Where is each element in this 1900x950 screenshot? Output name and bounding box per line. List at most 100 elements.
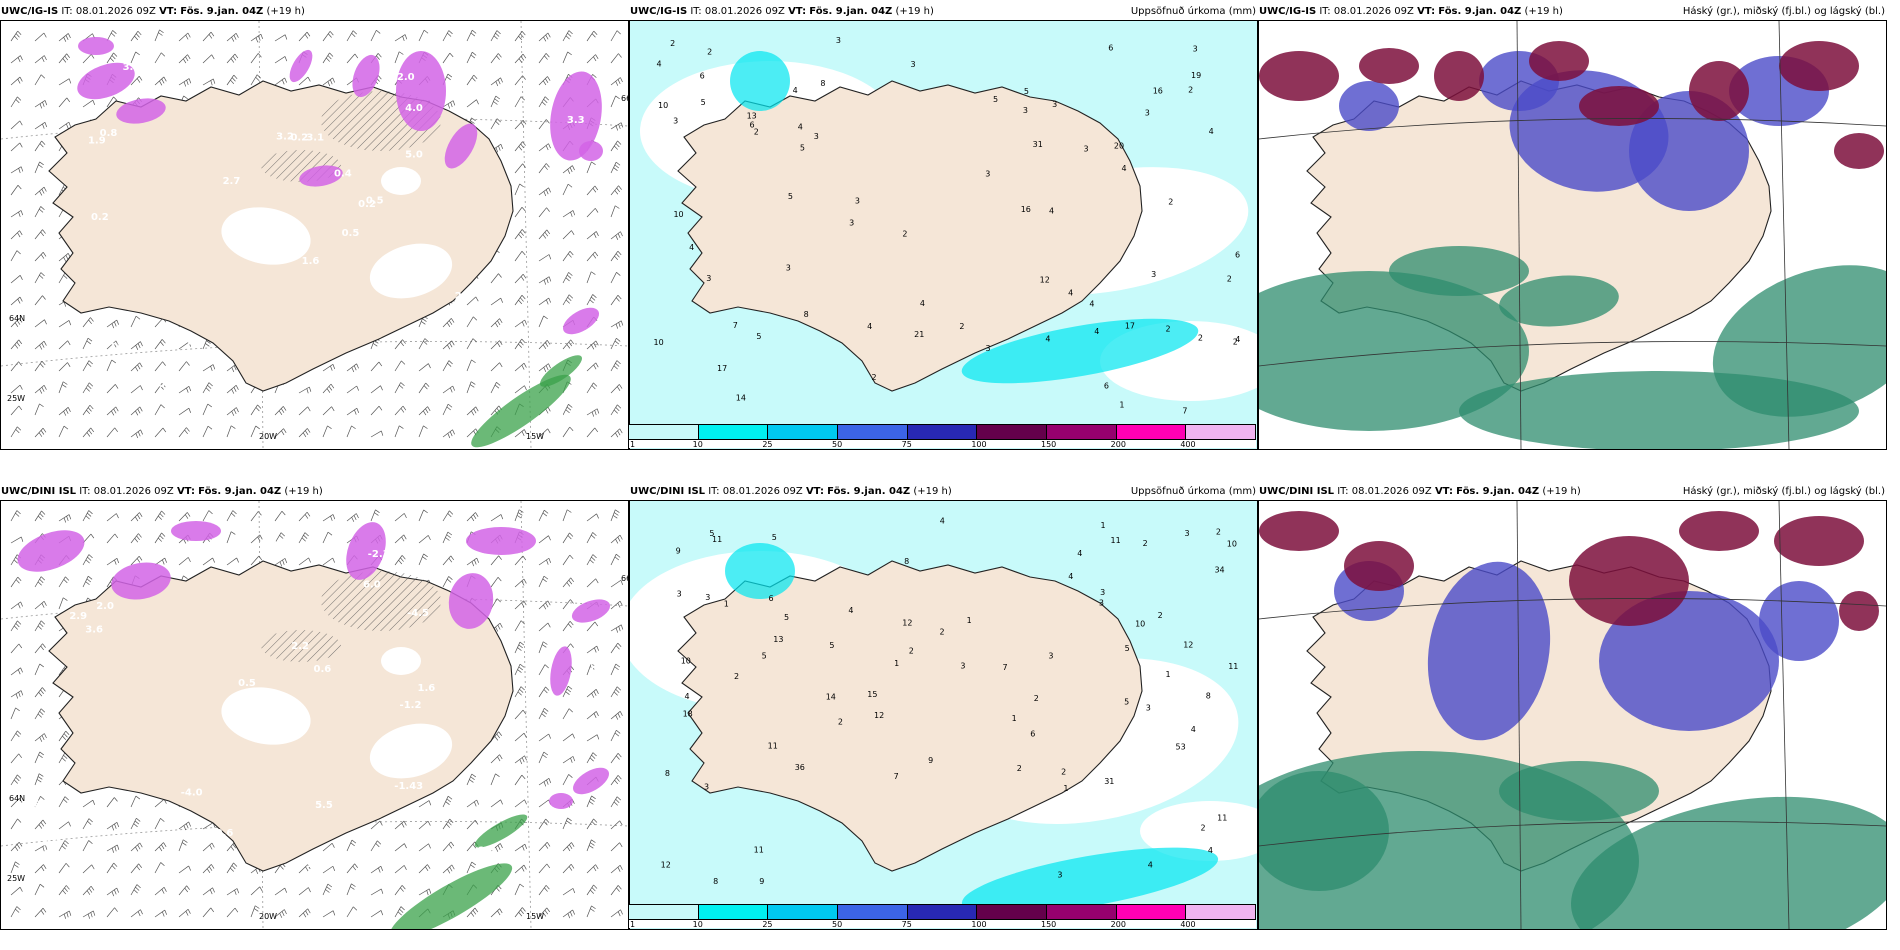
value-label: 4 bbox=[1049, 207, 1054, 216]
wind-barb-feather bbox=[378, 867, 381, 873]
wind-barb bbox=[466, 799, 477, 808]
wind-barb-feather bbox=[452, 429, 455, 435]
wind-barb-feather bbox=[257, 404, 262, 409]
wind-barb-feather bbox=[543, 191, 547, 197]
wind-barb-feather bbox=[356, 408, 360, 414]
colorbar-tick: 1 bbox=[630, 920, 636, 929]
wind-barb-feather bbox=[140, 429, 143, 435]
wind-barb-feather bbox=[39, 388, 43, 394]
wind-barb-feather bbox=[445, 537, 450, 541]
wind-barb-feather bbox=[472, 843, 477, 849]
precip-blob-blob bbox=[352, 54, 380, 98]
wind-barb-feather bbox=[88, 554, 93, 559]
wind-barb-feather bbox=[41, 735, 45, 741]
wind-barb-feather bbox=[116, 513, 119, 519]
value-label: 4 bbox=[1209, 127, 1214, 136]
wind-barb bbox=[250, 886, 261, 896]
wind-barb bbox=[10, 643, 20, 654]
wind-barb bbox=[58, 821, 69, 830]
wind-barb bbox=[250, 425, 257, 438]
wind-barb-feather bbox=[305, 910, 309, 916]
wind-barb bbox=[466, 52, 473, 64]
value-label: 9 bbox=[676, 547, 681, 556]
wind-barb-feather bbox=[159, 535, 164, 540]
wind-barb-feather bbox=[615, 645, 620, 650]
wind-barb-feather bbox=[591, 161, 596, 165]
wind-barb bbox=[538, 885, 547, 896]
wind-barb-feather bbox=[87, 820, 92, 825]
wind-barb-feather bbox=[17, 57, 21, 63]
wind-barb bbox=[418, 800, 430, 808]
colorbar-tick: 1 bbox=[630, 440, 636, 449]
wind-barb-feather bbox=[404, 843, 407, 849]
wind-barb-feather bbox=[427, 864, 431, 869]
wind-barb-feather bbox=[140, 909, 143, 915]
wind-barb-feather bbox=[351, 839, 357, 844]
wind-barb-feather bbox=[64, 840, 69, 845]
wind-barb-feather bbox=[206, 868, 211, 874]
wind-barb-feather bbox=[615, 509, 620, 513]
wind-barb bbox=[538, 53, 547, 64]
value-label: 5 bbox=[993, 95, 998, 104]
wind-barb-feather bbox=[15, 33, 20, 38]
wind-barb-feather bbox=[566, 820, 571, 824]
wind-barb bbox=[394, 820, 405, 830]
wind-barb-feather bbox=[544, 664, 549, 669]
wind-barb-feather bbox=[133, 823, 138, 828]
wind-barb-feather bbox=[230, 425, 236, 429]
wind-barb-feather bbox=[612, 515, 618, 519]
wind-barb-feather bbox=[588, 845, 594, 849]
wind-barb-feather bbox=[63, 257, 67, 262]
value-label: 19 bbox=[1191, 71, 1201, 80]
wind-barb-feather bbox=[137, 844, 141, 850]
wind-barb bbox=[34, 295, 43, 306]
wind-barb-feather bbox=[496, 118, 501, 123]
wind-barb-feather bbox=[620, 231, 623, 237]
low-cloud-blob bbox=[1459, 371, 1859, 449]
wind-barb-feather bbox=[307, 908, 311, 914]
wind-barb-feather bbox=[258, 35, 261, 41]
wind-barb-feather bbox=[17, 774, 22, 779]
wind-barb-feather bbox=[42, 907, 47, 913]
wind-barb bbox=[514, 338, 522, 350]
value-label: 2 bbox=[1017, 764, 1022, 773]
wind-barb-feather bbox=[15, 861, 20, 865]
wind-barb-feather bbox=[90, 427, 95, 433]
wind-barb bbox=[34, 864, 44, 874]
low-cloud bbox=[1259, 246, 1886, 449]
value-label: 2 bbox=[871, 373, 876, 382]
wind-barb-feather bbox=[589, 801, 594, 805]
value-label: 3 bbox=[1193, 44, 1198, 53]
value-label: 3 bbox=[786, 263, 791, 272]
wind-barb bbox=[538, 799, 549, 808]
wind-barb bbox=[514, 774, 523, 786]
wind-barb bbox=[250, 404, 258, 416]
wind-barb-feather bbox=[615, 432, 619, 438]
wind-barb-feather bbox=[284, 909, 287, 915]
wind-barb-feather bbox=[303, 534, 308, 539]
wind-barb bbox=[178, 386, 190, 394]
panel-header-left: UWC/DINI ISL IT: 08.01.2026 09Z VT: Fös.… bbox=[1, 486, 323, 497]
valid-time: Fös. 9.jan. 04Z bbox=[1438, 6, 1522, 17]
wind-barb-feather bbox=[547, 76, 551, 81]
wind-barb-feather bbox=[521, 431, 525, 436]
value-label: 4 bbox=[1045, 334, 1050, 343]
high-cloud-blob bbox=[1259, 51, 1339, 101]
wind-barb bbox=[154, 317, 164, 328]
wind-barb-feather bbox=[546, 863, 551, 869]
wind-barb-feather bbox=[137, 431, 141, 437]
wind-barb-feather bbox=[517, 512, 523, 516]
panel-dini-wind: UWC/DINI ISL IT: 08.01.2026 09Z VT: Fös.… bbox=[0, 480, 629, 930]
high-cloud-blob bbox=[1434, 51, 1484, 101]
wind-barb-feather bbox=[447, 795, 453, 800]
wind-barb bbox=[34, 643, 43, 654]
wind-barb-feather bbox=[65, 863, 70, 868]
wind-barb-feather bbox=[593, 364, 597, 370]
wind-barb bbox=[394, 513, 405, 522]
wind-barb-feather bbox=[161, 532, 166, 537]
wind-barb-feather bbox=[279, 865, 284, 870]
wind-barb bbox=[34, 819, 44, 830]
wind-barb bbox=[58, 576, 66, 588]
wind-barb-feather bbox=[495, 81, 499, 87]
wind-barb-feather bbox=[354, 53, 359, 59]
